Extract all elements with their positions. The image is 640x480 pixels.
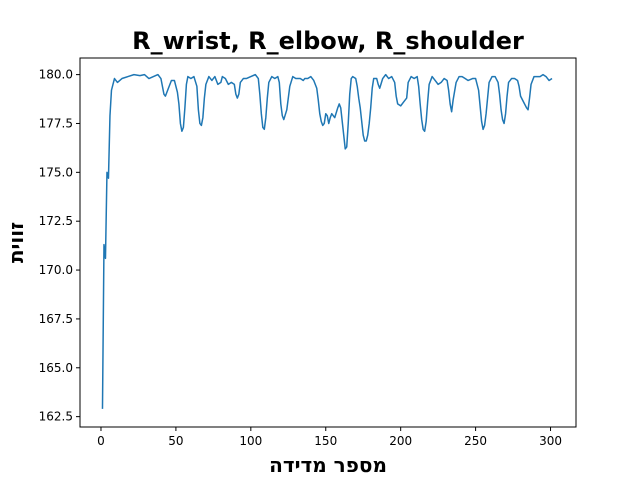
series-line	[101, 73, 553, 409]
y-tick-label: 177.5	[39, 116, 73, 130]
y-tick-label: 165.0	[39, 361, 73, 375]
x-tick-label: 100	[239, 434, 262, 448]
x-axis-label: מספר מדידה	[269, 453, 387, 477]
chart-title: R_wrist, R_elbow, R_shoulder	[132, 27, 524, 55]
y-tick-label: 175.0	[39, 165, 73, 179]
plot-frame	[79, 57, 577, 428]
x-tick-label: 200	[389, 434, 412, 448]
x-tick-label: 150	[314, 434, 337, 448]
x-tick-label: 300	[539, 434, 562, 448]
x-tick-label: 0	[97, 434, 105, 448]
y-tick-label: 167.5	[39, 312, 73, 326]
y-axis-label: זווית	[4, 222, 28, 263]
plot-layer	[101, 73, 553, 409]
y-tick-label: 162.5	[39, 410, 73, 424]
y-tick-label: 170.0	[39, 263, 73, 277]
ticks-layer: 0 50 100 150 200 250 300 162.5 165.0 167.5 170.0 17…	[39, 68, 562, 448]
x-tick-label: 250	[464, 434, 487, 448]
y-tick-label: 180.0	[39, 68, 73, 82]
y-tick-label: 172.5	[39, 214, 73, 228]
x-tick-label: 50	[168, 434, 183, 448]
